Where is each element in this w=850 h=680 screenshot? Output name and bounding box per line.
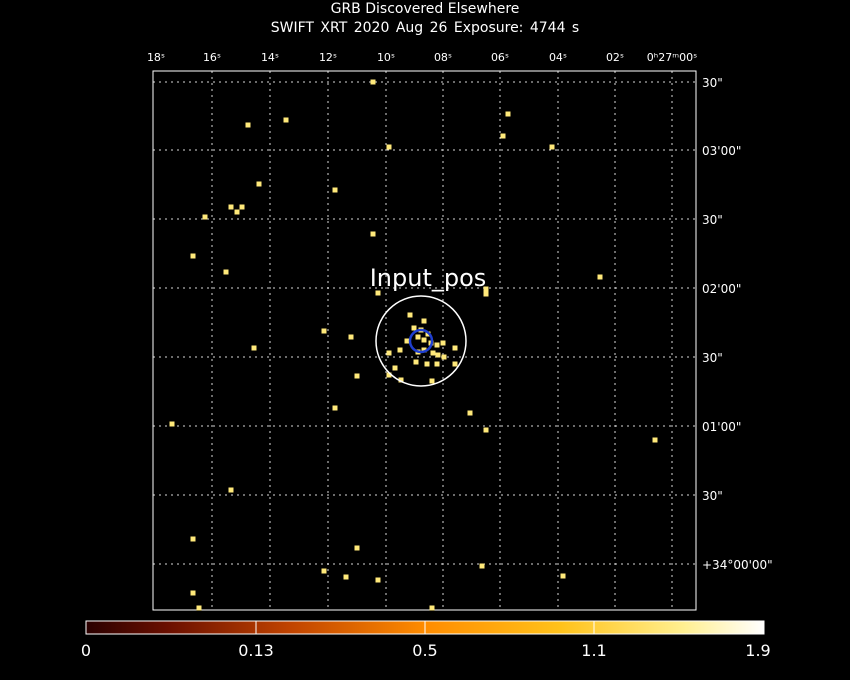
photon-event: [415, 334, 421, 340]
photon-event: [429, 605, 435, 611]
photon-event: [549, 144, 555, 150]
photon-event: [321, 568, 327, 574]
photon-event: [370, 79, 376, 85]
photon-event: [228, 204, 234, 210]
photon-event: [348, 334, 354, 340]
ra-tick-label: 12ˢ: [319, 51, 337, 64]
dec-tick-label: 30": [702, 351, 723, 365]
position-error-circle: [408, 328, 434, 354]
photon-event: [397, 347, 403, 353]
photon-event: [169, 421, 175, 427]
photon-event: [370, 231, 376, 237]
coordinate-grid: [153, 71, 696, 610]
input-position-label: Input_pos: [370, 264, 487, 292]
photon-event: [483, 291, 489, 297]
dec-tick-label: 03'00": [702, 144, 741, 158]
photon-event: [652, 437, 658, 443]
colorbar-tick-label: 0.13: [238, 641, 274, 660]
dec-tick-label: 30": [702, 489, 723, 503]
photon-event: [560, 573, 566, 579]
photon-event: [434, 361, 440, 367]
ra-tick-label: 06ˢ: [491, 51, 509, 64]
dec-tick-label: +34°00'00": [702, 558, 773, 572]
photon-event: [375, 577, 381, 583]
photon-event: [435, 352, 441, 358]
photon-event: [245, 122, 251, 128]
ra-tick-label: 18ˢ: [147, 51, 165, 64]
photon-event: [256, 181, 262, 187]
photon-event: [228, 487, 234, 493]
photon-event: [483, 286, 489, 292]
photon-event: [424, 361, 430, 367]
ra-tick-label: 04ˢ: [549, 51, 567, 64]
photon-event: [440, 340, 446, 346]
photon-event: [411, 325, 417, 331]
photon-event: [479, 563, 485, 569]
photon-event: [441, 354, 447, 360]
image-title: GRB Discovered Elsewhere: [330, 1, 520, 17]
photon-event: [283, 117, 289, 123]
photon-event: [505, 111, 511, 117]
colorbar-tick-label: 0.5: [412, 641, 438, 660]
photon-event: [404, 338, 410, 344]
photon-event: [398, 377, 404, 383]
dec-tick-label: 30": [702, 76, 723, 90]
photon-event: [332, 187, 338, 193]
photon-event: [375, 290, 381, 296]
photon-event: [421, 318, 427, 324]
photon-event: [202, 214, 208, 220]
photon-event: [251, 345, 257, 351]
ra-tick-label: 08ˢ: [434, 51, 452, 64]
photon-event: [483, 427, 489, 433]
photon-event: [430, 350, 436, 356]
photon-event: [467, 410, 473, 416]
plot-frame: [152, 70, 697, 611]
photon-event: [421, 337, 427, 343]
photon-event: [452, 345, 458, 351]
dec-tick-label: 02'00": [702, 282, 741, 296]
ra-tick-label: 02ˢ: [606, 51, 624, 64]
photon-event: [597, 274, 603, 280]
source-region-circle: [375, 295, 467, 387]
colorbar-tick-label: 1.1: [581, 641, 607, 660]
dec-tick-label: 30": [702, 213, 723, 227]
photon-event: [392, 365, 398, 371]
photon-event: [190, 253, 196, 259]
photon-event: [190, 536, 196, 542]
photon-event: [500, 133, 506, 139]
photon-event: [386, 350, 392, 356]
photon-event: [190, 590, 196, 596]
photon-event: [429, 378, 435, 384]
photon-event: [452, 361, 458, 367]
photon-event: [234, 209, 240, 215]
photon-events: [169, 79, 658, 611]
photon-event: [386, 372, 392, 378]
ra-tick-label: 14ˢ: [261, 51, 279, 64]
photon-event: [343, 574, 349, 580]
photon-event: [354, 373, 360, 379]
dec-tick-label: 01'00": [702, 420, 741, 434]
photon-event: [332, 405, 338, 411]
colorbar-tick-label: 1.9: [745, 641, 771, 660]
photon-event: [386, 144, 392, 150]
colorbar-tick-label: 0: [80, 641, 92, 660]
ra-tick-label: 16ˢ: [203, 51, 221, 64]
ra-tick-label: 0ʰ27ᵐ00ˢ: [647, 51, 697, 64]
photon-event: [223, 269, 229, 275]
photon-event: [421, 347, 427, 353]
ra-tick-label: 10ˢ: [377, 51, 395, 64]
photon-event: [413, 359, 419, 365]
photon-event: [196, 605, 202, 611]
photon-event: [354, 545, 360, 551]
observation-subtitle: SWIFT XRT 2020 Aug 26 Exposure: 4744 s: [270, 20, 580, 36]
photon-event: [434, 342, 440, 348]
photon-event: [407, 312, 413, 318]
photon-event: [239, 204, 245, 210]
photon-event: [321, 328, 327, 334]
